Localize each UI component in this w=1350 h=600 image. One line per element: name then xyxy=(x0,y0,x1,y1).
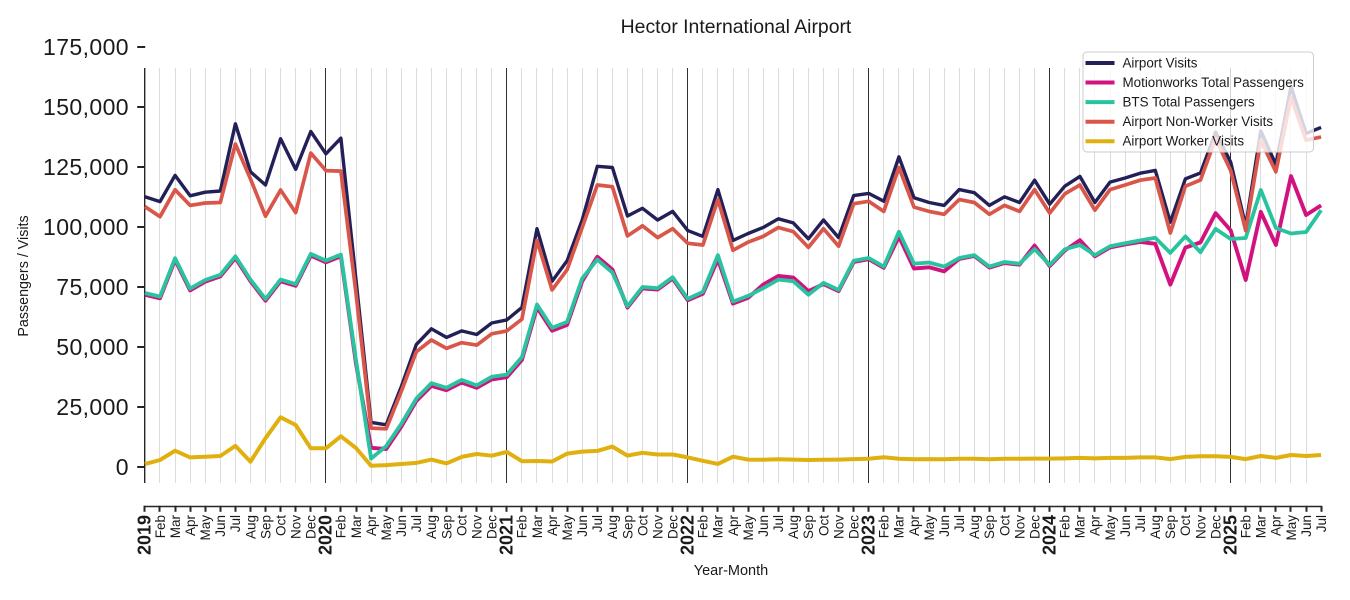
svg-text:Airport Visits: Airport Visits xyxy=(1123,56,1198,71)
svg-text:Nov: Nov xyxy=(831,515,846,539)
svg-text:75,000: 75,000 xyxy=(56,274,129,300)
svg-text:Aug: Aug xyxy=(967,515,982,539)
svg-text:Sep: Sep xyxy=(982,515,997,539)
svg-text:Dec: Dec xyxy=(666,515,681,539)
svg-text:Year-Month: Year-Month xyxy=(694,563,768,579)
svg-text:Sep: Sep xyxy=(258,515,273,539)
svg-text:Airport Worker Visits: Airport Worker Visits xyxy=(1123,134,1245,149)
svg-text:2021: 2021 xyxy=(497,515,517,555)
svg-text:Feb: Feb xyxy=(153,515,168,538)
svg-text:Jul: Jul xyxy=(771,515,786,532)
svg-text:2023: 2023 xyxy=(859,515,879,555)
svg-text:Feb: Feb xyxy=(515,515,530,538)
svg-text:Dec: Dec xyxy=(1208,515,1223,539)
svg-text:50,000: 50,000 xyxy=(56,334,129,360)
svg-text:Apr: Apr xyxy=(1088,515,1103,537)
svg-text:Nov: Nov xyxy=(650,515,665,539)
svg-text:2019: 2019 xyxy=(135,515,155,555)
svg-text:Apr: Apr xyxy=(726,515,741,537)
svg-text:Apr: Apr xyxy=(545,515,560,537)
svg-text:Feb: Feb xyxy=(877,515,892,538)
svg-text:Aug: Aug xyxy=(424,515,439,539)
svg-text:Jun: Jun xyxy=(1299,515,1314,537)
svg-text:Feb: Feb xyxy=(696,515,711,538)
svg-text:BTS Total Passengers: BTS Total Passengers xyxy=(1123,95,1256,110)
svg-text:2024: 2024 xyxy=(1040,515,1060,555)
svg-text:Oct: Oct xyxy=(454,515,469,536)
svg-text:Mar: Mar xyxy=(1254,514,1269,538)
svg-text:Mar: Mar xyxy=(892,514,907,538)
svg-text:May: May xyxy=(198,515,213,541)
svg-text:Mar: Mar xyxy=(530,514,545,538)
svg-text:Nov: Nov xyxy=(470,515,485,539)
svg-text:Motionworks Total Passengers: Motionworks Total Passengers xyxy=(1123,75,1305,90)
svg-text:Jun: Jun xyxy=(213,515,228,537)
svg-text:Nov: Nov xyxy=(289,515,304,539)
svg-text:Airport Non-Worker Visits: Airport Non-Worker Visits xyxy=(1123,114,1274,129)
svg-text:May: May xyxy=(379,515,394,541)
svg-text:May: May xyxy=(922,515,937,541)
svg-text:Jun: Jun xyxy=(1118,515,1133,537)
svg-text:Dec: Dec xyxy=(485,515,500,539)
svg-text:125,000: 125,000 xyxy=(43,154,129,180)
svg-text:150,000: 150,000 xyxy=(43,94,129,120)
svg-text:Sep: Sep xyxy=(801,515,816,539)
svg-text:Oct: Oct xyxy=(997,515,1012,536)
svg-text:Nov: Nov xyxy=(1012,515,1027,539)
svg-text:Aug: Aug xyxy=(786,515,801,539)
svg-text:Mar: Mar xyxy=(168,514,183,538)
svg-text:Oct: Oct xyxy=(816,515,831,536)
svg-text:175,000: 175,000 xyxy=(43,34,129,60)
svg-text:0: 0 xyxy=(116,454,129,480)
svg-text:Jul: Jul xyxy=(409,515,424,532)
svg-text:Apr: Apr xyxy=(907,515,922,537)
svg-text:Feb: Feb xyxy=(1058,515,1073,538)
svg-text:Oct: Oct xyxy=(1178,515,1193,536)
svg-text:Hector International Airport: Hector International Airport xyxy=(621,16,852,38)
svg-text:Jun: Jun xyxy=(937,515,952,537)
svg-text:Sep: Sep xyxy=(1163,515,1178,539)
svg-text:100,000: 100,000 xyxy=(43,214,129,240)
svg-text:Jul: Jul xyxy=(228,515,243,532)
svg-text:Jul: Jul xyxy=(1314,515,1329,532)
svg-text:Oct: Oct xyxy=(273,515,288,536)
svg-text:May: May xyxy=(1284,515,1299,541)
svg-text:Jun: Jun xyxy=(394,515,409,537)
svg-text:2025: 2025 xyxy=(1221,515,1241,555)
svg-text:Jul: Jul xyxy=(952,515,967,532)
svg-text:May: May xyxy=(741,515,756,541)
svg-text:May: May xyxy=(1103,515,1118,541)
svg-text:Aug: Aug xyxy=(1148,515,1163,539)
svg-text:Apr: Apr xyxy=(1269,515,1284,537)
svg-text:25,000: 25,000 xyxy=(56,394,129,420)
svg-text:Dec: Dec xyxy=(1027,515,1042,539)
svg-text:Jun: Jun xyxy=(575,515,590,537)
svg-text:Sep: Sep xyxy=(439,515,454,539)
svg-text:Dec: Dec xyxy=(304,515,319,539)
svg-text:2022: 2022 xyxy=(678,515,698,555)
svg-text:Aug: Aug xyxy=(605,515,620,539)
svg-text:Apr: Apr xyxy=(183,515,198,537)
svg-text:May: May xyxy=(560,515,575,541)
svg-text:Aug: Aug xyxy=(243,515,258,539)
svg-text:Apr: Apr xyxy=(364,515,379,537)
svg-text:2020: 2020 xyxy=(316,515,336,555)
svg-text:Oct: Oct xyxy=(635,515,650,536)
svg-text:Feb: Feb xyxy=(1239,515,1254,538)
svg-text:Mar: Mar xyxy=(711,514,726,538)
svg-text:Sep: Sep xyxy=(620,515,635,539)
svg-text:Mar: Mar xyxy=(349,514,364,538)
svg-text:Feb: Feb xyxy=(334,515,349,538)
svg-text:Jun: Jun xyxy=(756,515,771,537)
svg-text:Jul: Jul xyxy=(1133,515,1148,532)
svg-text:Jul: Jul xyxy=(590,515,605,532)
svg-text:Dec: Dec xyxy=(847,515,862,539)
svg-text:Passengers / Visits: Passengers / Visits xyxy=(16,215,32,336)
svg-text:Mar: Mar xyxy=(1073,514,1088,538)
svg-text:Nov: Nov xyxy=(1193,515,1208,539)
